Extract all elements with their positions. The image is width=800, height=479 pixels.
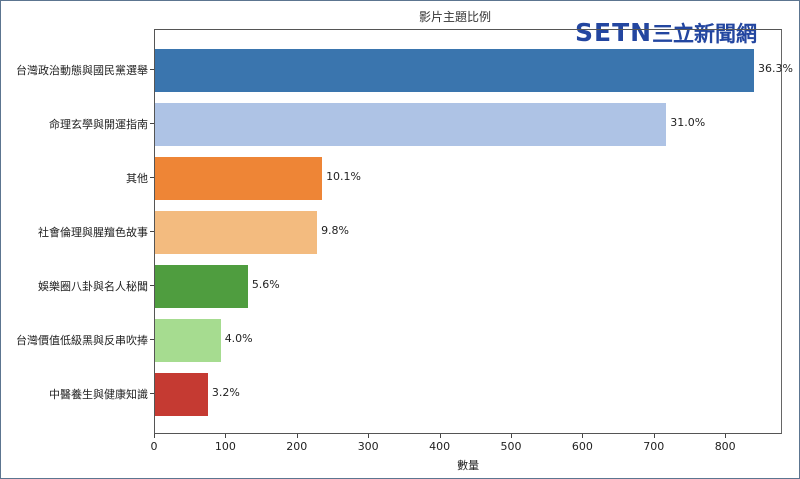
x-tick <box>511 434 512 438</box>
x-tick-label: 300 <box>357 440 379 453</box>
x-tick-label: 400 <box>429 440 451 453</box>
x-tick-label: 100 <box>214 440 236 453</box>
bar-value-label: 3.2% <box>211 386 240 399</box>
bar-value-label: 9.8% <box>321 224 350 237</box>
bar-value-label: 10.1% <box>326 170 362 183</box>
x-tick <box>439 434 441 438</box>
bar <box>155 319 221 362</box>
x-tick <box>296 434 298 438</box>
y-tick-label: 台灣價值低級黑與反串吹捧 <box>16 334 148 347</box>
x-axis-label: 數量 <box>457 459 480 472</box>
bar-value-label: 31.0% <box>670 116 706 129</box>
x-tick <box>653 434 655 438</box>
y-tick <box>150 285 154 286</box>
setn-logo: SETN三立新聞網 <box>575 18 757 48</box>
bar <box>155 211 318 254</box>
y-tick <box>150 123 154 124</box>
x-tick <box>725 434 727 438</box>
y-tick <box>150 177 154 178</box>
x-tick <box>154 434 155 438</box>
bar <box>155 103 667 146</box>
logo-cjk: 三立新聞網 <box>652 22 758 46</box>
x-tick <box>582 434 584 438</box>
bar <box>155 157 323 200</box>
bar-value-label: 36.3% <box>758 62 793 75</box>
logo-latin: SETN <box>575 18 653 47</box>
x-tick-label: 0 <box>150 440 158 453</box>
y-tick <box>150 69 154 70</box>
x-tick-label: 500 <box>500 440 522 453</box>
bar <box>155 265 248 308</box>
chart-title: 影片主題比例 <box>418 10 491 24</box>
y-tick-label: 社會倫理與腥羶色故事 <box>38 226 148 239</box>
x-tick-label: 700 <box>643 440 665 453</box>
y-tick <box>150 231 154 232</box>
plot-area <box>154 29 782 434</box>
y-tick <box>150 393 154 394</box>
y-tick-label: 其他 <box>126 172 148 185</box>
x-tick <box>368 434 370 438</box>
bar-value-label: 5.6% <box>251 278 280 291</box>
x-tick-label: 600 <box>571 440 593 453</box>
y-tick-label: 中醫養生與健康知識 <box>49 388 148 401</box>
y-tick-label: 命理玄學與開運指南 <box>49 118 148 131</box>
x-tick <box>225 434 227 438</box>
y-tick-label: 台灣政治動態與國民黨選舉 <box>16 64 148 77</box>
bar-value-label: 4.0% <box>224 332 253 345</box>
x-tick-label: 200 <box>286 440 308 453</box>
bar <box>155 373 208 416</box>
bar <box>155 49 755 92</box>
x-tick-label: 800 <box>714 440 736 453</box>
y-tick-label: 娛樂圈八卦與名人秘聞 <box>38 280 148 293</box>
y-tick <box>150 339 154 340</box>
